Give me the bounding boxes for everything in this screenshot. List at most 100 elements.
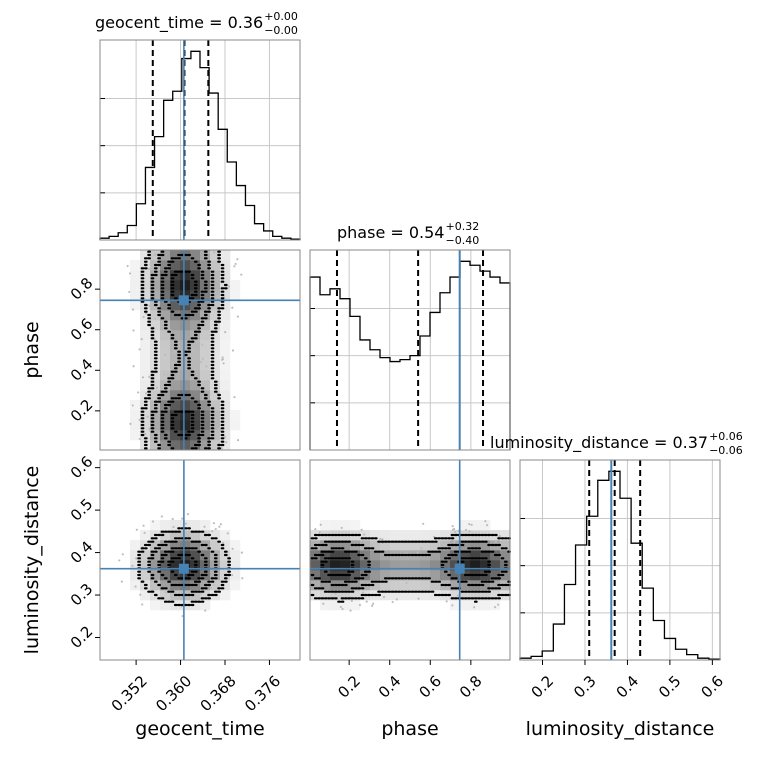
- y-tick-label-phase: 0.4: [67, 355, 97, 385]
- x-tick-label-luminosity_distance: 0.6: [698, 672, 728, 702]
- title-plus-error: +0.06: [709, 430, 743, 443]
- density-cell: [160, 260, 171, 271]
- sample-point: [485, 524, 489, 527]
- sample-point: [464, 528, 468, 532]
- density-cell: [390, 570, 401, 581]
- sample-point: [153, 253, 156, 256]
- density-cell: [370, 550, 381, 561]
- x-tick-label-luminosity_distance: 0.2: [528, 672, 558, 702]
- density-cell: [180, 420, 191, 431]
- density-cell: [400, 530, 411, 541]
- density-cell: [150, 550, 161, 561]
- density-cell: [130, 400, 141, 411]
- density-cell: [180, 340, 191, 351]
- density-cell: [400, 590, 411, 601]
- sample-point: [135, 557, 138, 560]
- sample-point: [227, 285, 231, 288]
- density-cell: [310, 560, 321, 571]
- sample-point: [214, 527, 217, 531]
- y-tick-label-luminosity_distance: 0.6: [67, 452, 97, 482]
- density-cell: [200, 350, 211, 361]
- x-axis-label-phase: phase: [381, 718, 438, 740]
- sample-point: [219, 523, 222, 526]
- density-cell: [200, 440, 211, 451]
- density-cell: [170, 430, 181, 441]
- sample-point: [149, 263, 152, 266]
- density-cell: [200, 550, 211, 561]
- density-cell: [180, 280, 191, 291]
- sample-point: [128, 290, 131, 294]
- y-tick-label-phase: 0.2: [67, 396, 97, 426]
- sample-point: [145, 392, 148, 395]
- density-cell: [140, 270, 151, 281]
- density-cell: [150, 290, 161, 301]
- density-cell: [460, 580, 471, 591]
- sample-point: [222, 362, 225, 365]
- sample-point: [468, 530, 471, 533]
- sample-point: [230, 573, 234, 577]
- density-cell: [140, 570, 151, 581]
- density-cell: [490, 560, 501, 571]
- density-cell: [330, 600, 341, 611]
- density-cell: [170, 350, 181, 361]
- y-tick-label-luminosity_distance: 0.3: [67, 580, 97, 610]
- density-cell: [160, 290, 171, 301]
- density-cell: [310, 570, 321, 581]
- contour-level-1: [147, 537, 218, 597]
- density-cell: [200, 360, 211, 371]
- density-cell: [200, 600, 211, 611]
- density-cell: [330, 520, 341, 531]
- truth-marker: [454, 563, 465, 574]
- density-cell: [380, 570, 391, 581]
- density-cell: [160, 560, 171, 571]
- density-cell: [220, 330, 231, 341]
- density-cell: [170, 400, 181, 411]
- density-cell: [150, 560, 161, 571]
- x-tick-label-geocent_time: 0.368: [197, 672, 240, 715]
- density-cell: [470, 600, 481, 611]
- density-cell: [140, 360, 151, 371]
- density-cell: [220, 370, 231, 381]
- x-tick-label-geocent_time: 0.352: [108, 672, 151, 715]
- x-axis-label-luminosity_distance: luminosity_distance: [526, 718, 715, 740]
- density-cell: [170, 440, 181, 451]
- density-cell: [190, 370, 201, 381]
- density-cell: [220, 590, 231, 601]
- sample-point: [171, 361, 174, 364]
- density-cell: [440, 570, 451, 581]
- density-cell: [410, 580, 421, 591]
- density-cell: [180, 370, 191, 381]
- contour-level-0: [137, 527, 231, 607]
- sample-point: [468, 522, 471, 526]
- density-cell: [430, 530, 441, 541]
- density-cell: [210, 260, 221, 271]
- density-cell: [370, 570, 381, 581]
- density-cell: [180, 260, 191, 271]
- sample-point: [370, 543, 374, 546]
- density-cell: [410, 570, 421, 581]
- x-tick-label-geocent_time: 0.360: [152, 672, 195, 715]
- title-main: geocent_time = 0.36: [95, 13, 263, 33]
- sample-point: [231, 547, 234, 550]
- density-cell: [360, 560, 371, 571]
- density-cell: [130, 260, 141, 271]
- sample-point: [214, 418, 217, 421]
- sample-point: [131, 404, 134, 407]
- hist-phase-background: [310, 250, 510, 450]
- title-phase: phase = 0.54 +0.32−0.40: [337, 220, 479, 247]
- density-cell: [420, 530, 431, 541]
- sample-point: [497, 603, 500, 606]
- sample-point: [236, 315, 240, 318]
- density-cell: [140, 310, 151, 321]
- density-cell: [200, 590, 211, 601]
- density-cell: [190, 570, 201, 581]
- density-cell: [140, 330, 151, 341]
- density-cell: [480, 580, 491, 591]
- density-cell: [130, 270, 141, 281]
- density-cell: [160, 590, 171, 601]
- density-cell: [400, 540, 411, 551]
- density-cell: [160, 340, 171, 351]
- density-cell: [320, 570, 331, 581]
- density-cell: [210, 330, 221, 341]
- density-cell: [160, 530, 171, 541]
